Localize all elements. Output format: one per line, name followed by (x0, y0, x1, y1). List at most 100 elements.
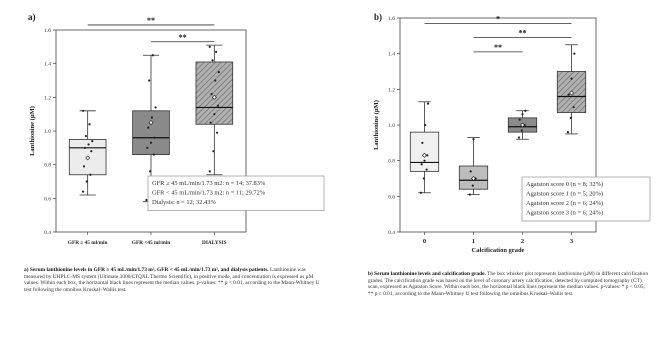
data-point (217, 70, 221, 74)
y-tick-label: 1.4 (388, 52, 395, 58)
x-tick-label: GFR <45 ml/min (132, 240, 170, 246)
data-point (213, 113, 216, 116)
legend-entry: Agatston score 0 (n = 8; 32%) (526, 181, 603, 188)
y-axis-label: Lanthionine (µM) (373, 100, 380, 150)
significance-label: ** (519, 29, 527, 38)
data-point (216, 104, 220, 107)
data-point (567, 93, 570, 96)
x-tick-label: DIALYSIS (202, 240, 227, 246)
data-point (87, 143, 90, 146)
data-point (573, 52, 576, 55)
panel-label: b) (374, 12, 382, 22)
y-tick-label: 0.6 (388, 194, 395, 200)
data-point (88, 123, 91, 126)
data-point (148, 170, 152, 173)
data-point (518, 118, 521, 121)
x-tick-label: 2 (521, 238, 524, 245)
data-point (145, 198, 148, 202)
y-tick-label: 0.4 (44, 230, 51, 236)
data-point (517, 136, 521, 139)
mean-marker (471, 176, 476, 181)
data-point (83, 146, 87, 149)
data-point (572, 106, 575, 109)
data-point (90, 150, 93, 153)
data-point (148, 79, 151, 82)
x-tick-label: 1 (472, 238, 475, 245)
y-tick-label: 0.6 (44, 196, 51, 202)
y-tick-label: 1.6 (388, 16, 395, 22)
significance-label: ** (179, 33, 187, 42)
mean-marker (85, 155, 91, 161)
caption-a-title: a) Serum lanthionine levels in GFR ≥ 45 … (24, 267, 269, 273)
data-point (472, 138, 475, 141)
data-point (212, 150, 215, 153)
legend-box (521, 176, 651, 222)
y-tick-label: 1.0 (44, 129, 51, 135)
data-point (81, 109, 85, 112)
data-point (152, 153, 155, 156)
data-point (208, 170, 211, 173)
data-point (149, 141, 153, 144)
data-point (215, 50, 218, 53)
data-point (89, 173, 92, 176)
legend-entry: GFR ≥ 45 mL/min/1.73 m2: n = 14; 37.83% (152, 180, 266, 187)
data-point (420, 163, 423, 166)
data-point (421, 141, 424, 144)
significance-label: ** (147, 16, 155, 25)
caption-a: a) Serum lanthionine levels in GFR ≥ 45 … (24, 267, 324, 293)
mean-marker (148, 120, 154, 126)
data-point (469, 170, 472, 173)
mean-marker (211, 94, 217, 100)
data-point (209, 121, 212, 124)
data-point (214, 79, 217, 82)
legend-entry: Agatston score 2 (n = 6; 24%) (526, 200, 603, 207)
data-point (425, 168, 428, 171)
y-tick-label: 1.0 (388, 123, 395, 129)
data-point (471, 184, 474, 187)
legend-entry: Agatston score 3 (n = 6; 24%) (526, 210, 603, 217)
caption-b: b) Serum lanthionine levels and calcific… (368, 271, 650, 297)
x-tick-label: GFR ≥ 45 ml/min (68, 240, 108, 246)
data-point (520, 129, 523, 132)
data-point (211, 59, 214, 62)
box (409, 131, 440, 172)
data-point (419, 191, 423, 194)
x-tick-label: 3 (570, 238, 574, 245)
data-point (570, 77, 573, 80)
data-point (423, 159, 426, 162)
data-point (210, 92, 213, 96)
data-point (150, 116, 154, 119)
data-point (566, 131, 570, 134)
data-point (146, 146, 149, 149)
x-tick-label: 0 (423, 238, 426, 245)
legend-entry: GFR < 45 mL/min/1.73 m2: n = 11; 29.72% (152, 190, 266, 197)
caption-a-text: Lanthionine was measured by UHPLC-MS sys… (24, 267, 320, 293)
data-point (569, 116, 572, 119)
caption-b-title: b) Serum lanthionine levels and calcific… (368, 271, 486, 277)
legend-entry: Agatston score 1 (n = 5; 20%) (526, 191, 603, 198)
mean-marker (569, 90, 574, 96)
data-point (81, 190, 85, 193)
data-point (426, 154, 429, 157)
legend-box (147, 175, 325, 211)
data-point (85, 180, 88, 183)
y-tick-label: 1.4 (44, 62, 51, 68)
data-point (84, 134, 87, 138)
data-point (91, 140, 94, 143)
data-point (521, 113, 524, 116)
data-point (468, 193, 472, 196)
caption-b-text: The box whisker plot represents lanthion… (368, 271, 649, 297)
significance-label: ** (494, 43, 502, 52)
y-tick-label: 1.6 (44, 28, 51, 34)
legend-entry: Dialysis: n = 12; 32.43% (152, 199, 216, 206)
data-point (215, 131, 219, 134)
y-axis-label: Lanthionine (µM) (29, 106, 36, 156)
panel-label: a) (28, 12, 36, 22)
data-point (422, 177, 425, 180)
data-point (426, 102, 430, 105)
data-point (208, 45, 211, 48)
y-tick-label: 0.8 (44, 163, 51, 169)
y-tick-label: 0.4 (388, 230, 395, 236)
data-point (147, 126, 150, 129)
mean-marker (520, 122, 525, 128)
